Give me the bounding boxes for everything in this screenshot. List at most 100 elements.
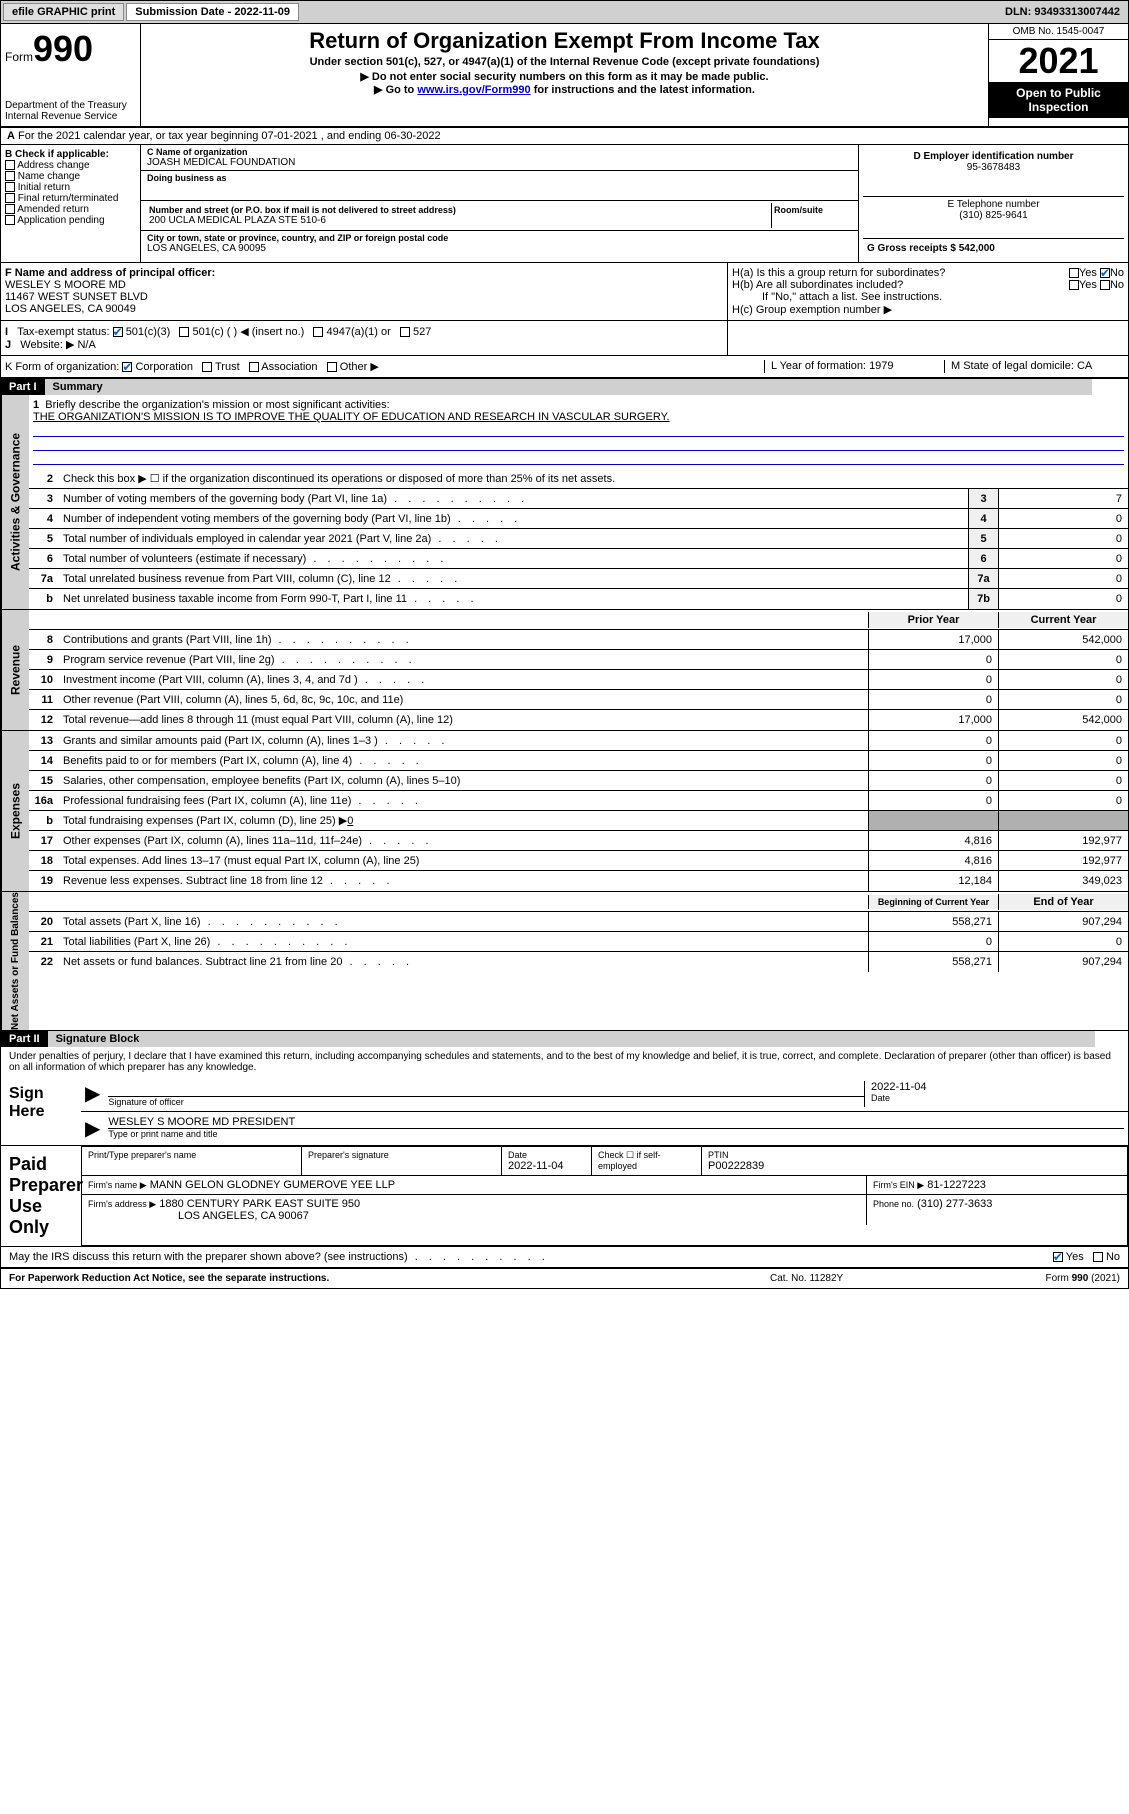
gross-label: G Gross receipts $: [867, 243, 956, 254]
tax-status-label: Tax-exempt status:: [17, 326, 109, 338]
hb-no[interactable]: [1100, 280, 1110, 290]
chk-other[interactable]: [327, 362, 337, 372]
row-k: K Form of organization: Corporation Trus…: [5, 360, 764, 373]
ein: 95-3678483: [869, 162, 1118, 173]
room-label: Room/suite: [774, 205, 850, 215]
line-12: 12Total revenue—add lines 8 through 11 (…: [29, 710, 1128, 730]
header-right: OMB No. 1545-0047 2021 Open to Public In…: [988, 24, 1128, 126]
box-c: C Name of organization JOASH MEDICAL FOU…: [141, 145, 858, 262]
form-header: Form990 Department of the Treasury Inter…: [1, 24, 1128, 128]
row-m: M State of legal domicile: CA: [944, 360, 1124, 373]
addr-cell: Number and street (or P.O. box if mail i…: [147, 203, 772, 228]
line-16a: 16aProfessional fundraising fees (Part I…: [29, 791, 1128, 811]
fh-row: F Name and address of principal officer:…: [1, 263, 1128, 321]
ein-label: D Employer identification number: [869, 151, 1118, 162]
officer-name-row: ▶ WESLEY S MOORE MD PRESIDENT Type or pr…: [81, 1112, 1128, 1145]
chk-trust[interactable]: [202, 362, 212, 372]
firm-ein-cell: Firm's EIN ▶ 81-1227223: [867, 1176, 1127, 1194]
goto-pre: ▶ Go to: [374, 84, 417, 96]
sig-date-val: 2022-11-04: [871, 1081, 1124, 1093]
dln: DLN: 93493313007442: [997, 4, 1128, 20]
chk-amended[interactable]: Amended return: [5, 204, 136, 215]
officer-name: WESLEY S MOORE MD: [5, 279, 723, 291]
ssn-warning: ▶ Do not enter social security numbers o…: [145, 70, 984, 83]
domicile-label: M State of legal domicile:: [951, 360, 1074, 372]
chk-4947[interactable]: [313, 327, 323, 337]
org-name-label: C Name of organization: [147, 147, 852, 157]
room-cell: Room/suite: [772, 203, 852, 228]
sign-here: Sign Here: [1, 1077, 81, 1145]
mission-blank-3: [33, 451, 1124, 465]
officer-addr2: LOS ANGELES, CA 90049: [5, 303, 723, 315]
chk-initial-return[interactable]: Initial return: [5, 182, 136, 193]
chk-527[interactable]: [400, 327, 410, 337]
chk-final-return[interactable]: Final return/terminated: [5, 193, 136, 204]
sig-officer-cell: Signature of officer: [108, 1081, 864, 1107]
chk-501c[interactable]: [179, 327, 189, 337]
year-formation: 1979: [869, 360, 893, 372]
ha-label: H(a) Is this a group return for subordin…: [732, 267, 945, 279]
row-klm: K Form of organization: Corporation Trus…: [1, 356, 1128, 379]
chk-assoc[interactable]: [249, 362, 259, 372]
officer-addr1: 11467 WEST SUNSET BLVD: [5, 291, 723, 303]
pt-sig-cell: Preparer's signature: [302, 1147, 502, 1175]
hb-row: H(b) Are all subordinates included? Yes …: [732, 279, 1124, 291]
prep-table: Print/Type preparer's name Preparer's si…: [81, 1146, 1128, 1246]
line-15: 15Salaries, other compensation, employee…: [29, 771, 1128, 791]
discuss-yes[interactable]: [1053, 1252, 1063, 1262]
line-1: 1 Briefly describe the organization's mi…: [29, 395, 1128, 469]
mission-blank-2: [33, 437, 1124, 451]
pt-name-cell: Print/Type preparer's name: [82, 1147, 302, 1175]
line-5: 5Total number of individuals employed in…: [29, 529, 1128, 549]
row-a-tax-year: A For the 2021 calendar year, or tax yea…: [1, 128, 1128, 145]
form-label: Form990: [5, 28, 136, 70]
city-label: City or town, state or province, country…: [147, 233, 852, 243]
prep-row3: Firm's address ▶ 1880 CENTURY PARK EAST …: [82, 1195, 1127, 1225]
phone-label: E Telephone number: [869, 199, 1118, 210]
line-22: 22Net assets or fund balances. Subtract …: [29, 952, 1128, 972]
footer-right: Form 990 (2021): [970, 1273, 1120, 1284]
addr-label: Number and street (or P.O. box if mail i…: [149, 205, 769, 215]
discuss-no[interactable]: [1093, 1252, 1103, 1262]
chk-name-change[interactable]: Name change: [5, 171, 136, 182]
sig-arrow-icon: ▶: [85, 1081, 100, 1107]
revenue-lines: Prior YearCurrent Year 8Contributions an…: [29, 610, 1128, 730]
paid-prep-row: Paid Preparer Use Only Print/Type prepar…: [1, 1146, 1128, 1247]
ha-yes[interactable]: [1069, 268, 1079, 278]
gross-val: 542,000: [959, 243, 995, 254]
sig-officer-row: ▶ Signature of officer 2022-11-04 Date: [81, 1077, 1128, 1112]
line-14: 14Benefits paid to or for members (Part …: [29, 751, 1128, 771]
ha-no[interactable]: [1100, 268, 1110, 278]
irs-link[interactable]: www.irs.gov/Form990: [417, 84, 530, 96]
open-inspection: Open to Public Inspection: [989, 82, 1128, 118]
efile-print-button[interactable]: efile GRAPHIC print: [3, 3, 124, 21]
tax-year-text: For the 2021 calendar year, or tax year …: [18, 130, 441, 142]
addr: 200 UCLA MEDICAL PLAZA STE 510-6: [149, 215, 769, 226]
line-13: 13Grants and similar amounts paid (Part …: [29, 731, 1128, 751]
box-h: H(a) Is this a group return for subordin…: [728, 263, 1128, 320]
phone: (310) 825-9641: [869, 210, 1118, 221]
prep-row2: Firm's name ▶ MANN GELON GLODNEY GUMEROV…: [82, 1176, 1127, 1195]
box-d: D Employer identification number 95-3678…: [863, 149, 1124, 197]
chk-address-change[interactable]: Address change: [5, 160, 136, 171]
side-activities: Activities & Governance: [1, 395, 29, 609]
dept-treasury: Department of the Treasury Internal Reve…: [5, 100, 136, 122]
chk-app-pending[interactable]: Application pending: [5, 215, 136, 226]
box-b-label: B Check if applicable:: [5, 149, 136, 160]
part2-header: Part IISignature Block: [1, 1031, 1128, 1047]
chk-corp[interactable]: [122, 362, 132, 372]
chk-501c3[interactable]: [113, 327, 123, 337]
hb-label: H(b) Are all subordinates included?: [732, 279, 903, 291]
sig-officer-label: Signature of officer: [108, 1097, 864, 1107]
officer-typed-name: WESLEY S MOORE MD PRESIDENT: [108, 1116, 1124, 1129]
sig-line[interactable]: [108, 1081, 864, 1097]
line-10: 10Investment income (Part VIII, column (…: [29, 670, 1128, 690]
line-17: 17Other expenses (Part IX, column (A), l…: [29, 831, 1128, 851]
form-subtitle: Under section 501(c), 527, or 4947(a)(1)…: [145, 56, 984, 68]
box-e: E Telephone number (310) 825-9641: [863, 197, 1124, 239]
activities-lines: 1 Briefly describe the organization's mi…: [29, 395, 1128, 609]
sign-here-row: Sign Here ▶ Signature of officer 2022-11…: [1, 1077, 1128, 1146]
website-val: N/A: [77, 339, 95, 351]
line-2: 2Check this box ▶ ☐ if the organization …: [29, 469, 1128, 489]
hb-yes[interactable]: [1069, 280, 1079, 290]
